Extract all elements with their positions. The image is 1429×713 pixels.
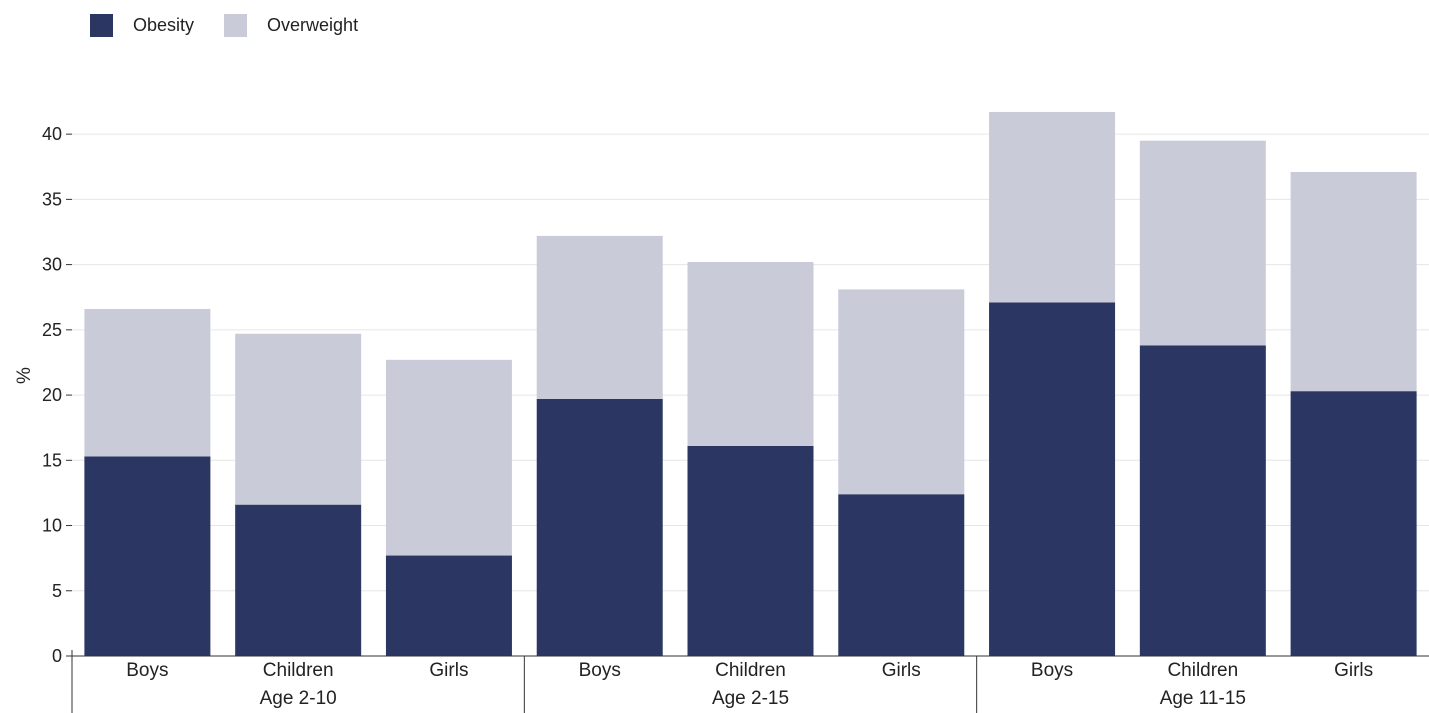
x-tick-label: Girls	[882, 660, 921, 681]
y-tick-label: 40	[42, 124, 62, 144]
bar-obesity	[1290, 391, 1417, 656]
bar-overweight	[1290, 171, 1417, 392]
legend-label-overweight: Overweight	[267, 15, 359, 35]
x-tick-label: Boys	[579, 660, 621, 681]
group-label: Age 2-15	[712, 688, 789, 709]
group-label: Age 2-10	[260, 688, 337, 709]
bar-overweight	[989, 111, 1116, 303]
x-tick-label: Children	[263, 660, 334, 681]
bar-overweight	[838, 289, 965, 495]
bar-obesity	[536, 398, 663, 656]
group-label: Age 11-15	[1160, 688, 1246, 709]
bar-overweight	[687, 261, 814, 446]
bar-obesity	[1139, 345, 1266, 656]
y-tick-label: 0	[52, 646, 62, 666]
legend-item-obesity[interactable]: Obesity	[90, 14, 194, 37]
bar-obesity	[84, 456, 211, 656]
y-tick-label: 10	[42, 516, 62, 536]
y-tick-label: 35	[42, 189, 62, 209]
bar-obesity	[385, 555, 512, 656]
y-tick-label: 15	[42, 450, 62, 470]
legend-swatch-overweight	[224, 14, 248, 37]
bar-overweight	[385, 359, 512, 556]
x-tick-label: Children	[1167, 660, 1238, 681]
bar-obesity	[989, 302, 1116, 656]
x-tick-label: Girls	[1334, 660, 1373, 681]
bar-overweight	[1139, 140, 1266, 346]
y-tick-label: 25	[42, 320, 62, 340]
y-tick-label: 5	[52, 581, 62, 601]
bar-overweight	[536, 235, 663, 399]
y-tick-label: 30	[42, 255, 62, 275]
legend-swatch-obesity	[90, 14, 113, 37]
bar-overweight	[235, 333, 362, 505]
y-tick-label: 20	[42, 385, 62, 405]
y-axis-label: %	[14, 367, 35, 384]
bar-obesity	[838, 494, 965, 656]
x-tick-label: Boys	[126, 660, 168, 681]
x-tick-label: Girls	[429, 660, 468, 681]
bar-obesity	[235, 504, 362, 656]
legend-label-obesity: Obesity	[133, 15, 195, 35]
x-tick-label: Boys	[1031, 660, 1073, 681]
bar-obesity	[687, 445, 814, 656]
legend: Obesity Overweight	[90, 14, 388, 37]
bar-overweight	[84, 308, 211, 457]
legend-item-overweight[interactable]: Overweight	[224, 14, 358, 37]
x-tick-label: Children	[715, 660, 786, 681]
